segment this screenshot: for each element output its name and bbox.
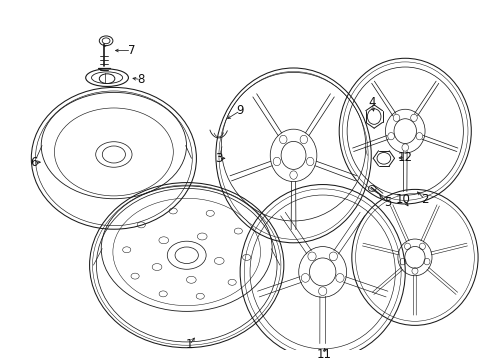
Text: 6: 6 <box>30 156 38 169</box>
Text: 2: 2 <box>420 193 427 206</box>
Text: 10: 10 <box>395 193 410 206</box>
Text: 5: 5 <box>383 195 391 208</box>
Text: 1: 1 <box>185 338 193 351</box>
Text: 12: 12 <box>397 151 412 164</box>
Text: 9: 9 <box>236 104 244 117</box>
Text: 11: 11 <box>317 348 331 360</box>
Text: 3: 3 <box>215 152 222 165</box>
Text: 4: 4 <box>368 96 375 109</box>
Text: 7: 7 <box>127 44 135 57</box>
Text: 8: 8 <box>137 73 144 86</box>
